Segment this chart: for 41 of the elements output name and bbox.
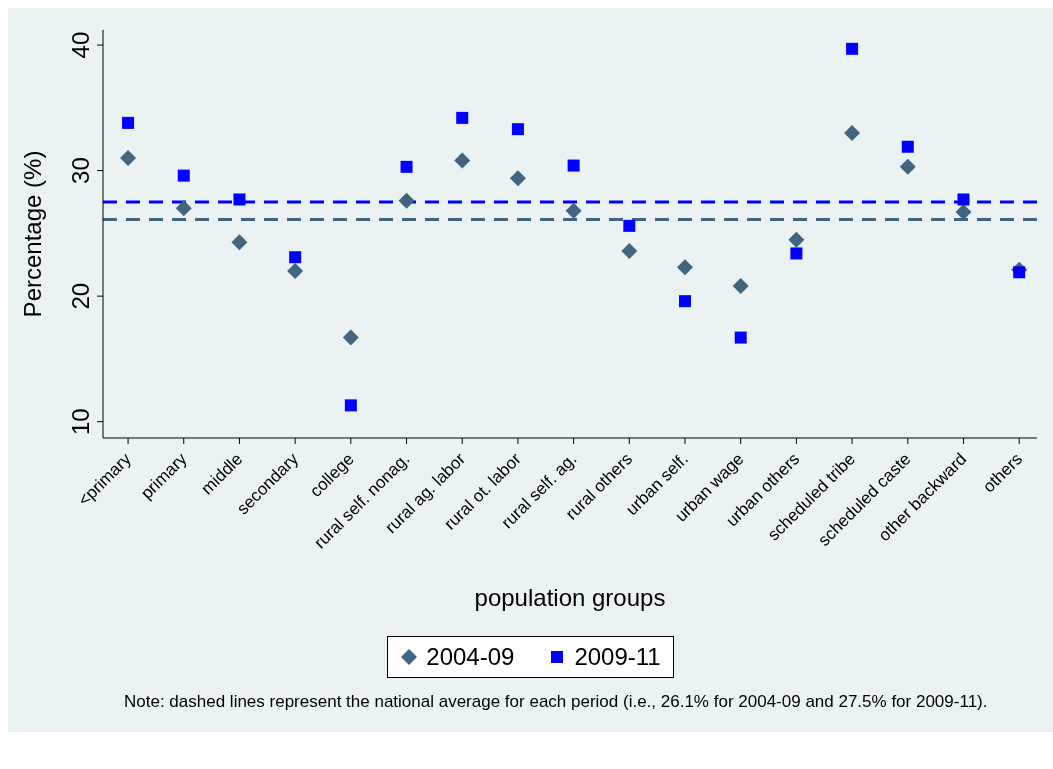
point xyxy=(844,124,861,141)
point xyxy=(289,251,302,264)
x-axis-title: population groups xyxy=(474,584,666,611)
point xyxy=(1013,266,1026,279)
legend-label: 2009-11 xyxy=(573,643,661,671)
point xyxy=(790,247,803,260)
text: Note: dashed lines represent the national average for each period (i.e., 26.1% for 2004-09 and 27.5% for 2009-11). xyxy=(124,692,989,712)
point xyxy=(120,150,137,167)
point xyxy=(565,202,582,219)
point xyxy=(679,295,692,308)
point xyxy=(456,111,469,124)
legend-label: 2004-09 xyxy=(425,643,515,671)
point xyxy=(233,193,246,206)
point xyxy=(621,242,638,259)
point xyxy=(344,399,357,412)
point xyxy=(899,158,916,175)
point xyxy=(957,193,970,206)
point xyxy=(734,331,747,344)
point xyxy=(231,234,248,251)
y-tick-label: 20 xyxy=(67,282,94,310)
point xyxy=(177,169,190,182)
point xyxy=(677,259,694,276)
y-tick-label: 10 xyxy=(67,408,94,436)
point xyxy=(398,192,415,209)
y-tick-label: 40 xyxy=(67,31,94,59)
point xyxy=(175,200,192,217)
point xyxy=(509,170,526,187)
y-axis-title: Percentage (%) xyxy=(18,150,46,318)
point xyxy=(788,231,805,248)
y-tick-label: 30 xyxy=(67,157,94,184)
point xyxy=(846,42,859,55)
point xyxy=(732,278,749,295)
point xyxy=(901,140,914,153)
point xyxy=(287,263,304,280)
point xyxy=(400,160,413,173)
point xyxy=(511,123,524,136)
point xyxy=(623,219,636,232)
point xyxy=(342,329,359,346)
point xyxy=(122,116,135,129)
point xyxy=(567,159,580,172)
point xyxy=(454,152,471,169)
